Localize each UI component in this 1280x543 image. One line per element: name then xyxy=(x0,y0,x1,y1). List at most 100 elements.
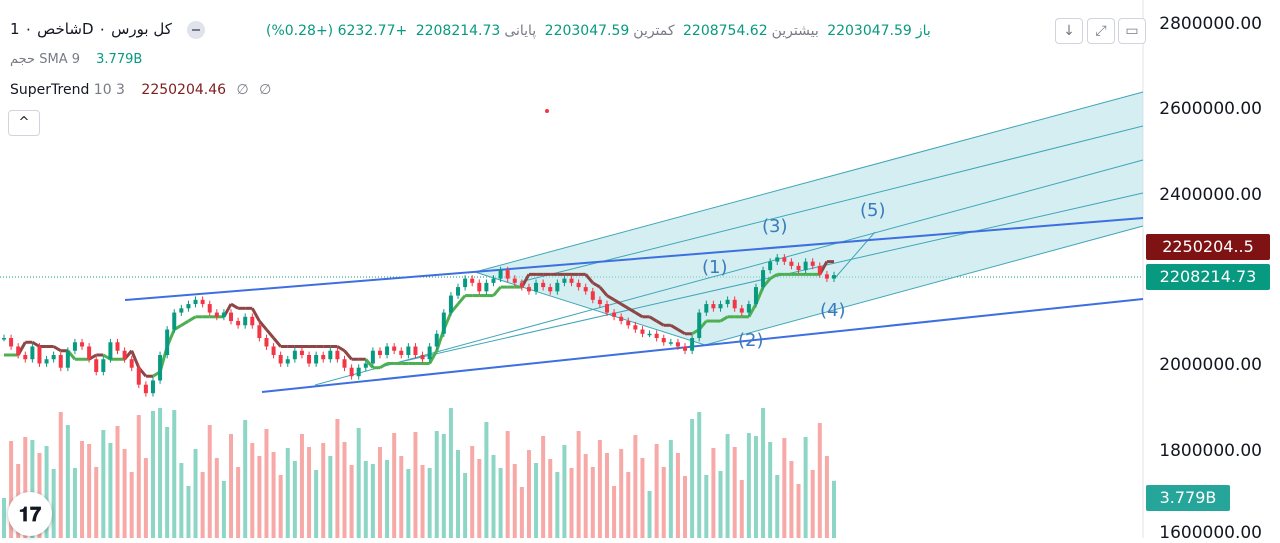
volume-bar xyxy=(576,431,581,538)
candle-body xyxy=(23,354,28,360)
supertrend-segment xyxy=(769,273,779,280)
candle-body xyxy=(803,261,808,271)
candle-body xyxy=(718,304,723,309)
supertrend-segment xyxy=(230,302,239,310)
supertrend-name: SuperTrend xyxy=(10,82,90,98)
volume-bar xyxy=(314,470,319,538)
volume-bar xyxy=(377,447,382,538)
candle-body xyxy=(257,325,262,339)
volume-bar xyxy=(264,429,269,538)
candle-body xyxy=(732,299,737,309)
pitchfork-upper-line xyxy=(474,91,1144,273)
candle-body xyxy=(626,321,631,326)
candle-body xyxy=(30,346,35,360)
candle-body xyxy=(72,342,77,351)
volume-bar xyxy=(505,431,510,538)
candle-body xyxy=(569,278,574,283)
marker-dot xyxy=(545,109,549,113)
volume-bar xyxy=(335,419,340,538)
candle-body xyxy=(236,321,241,326)
wave-label-4: (4) xyxy=(820,300,846,321)
volume-bar xyxy=(456,450,461,538)
minus-icon[interactable] xyxy=(186,20,205,39)
candle-body xyxy=(143,384,148,394)
volume-bar xyxy=(519,487,524,538)
y-tick-1600000: 1600000.00 xyxy=(1159,523,1262,543)
supertrend-segment xyxy=(592,281,601,289)
low-value: 2203047.59 xyxy=(544,23,630,39)
candle-body xyxy=(832,275,836,279)
y-tick-2000000: 2000000.00 xyxy=(1159,355,1262,375)
lower-trend-line xyxy=(261,298,1144,393)
volume-bars xyxy=(2,408,836,538)
candle-body xyxy=(335,350,340,360)
y-tick-2800000: 2800000.00 xyxy=(1159,14,1262,34)
candle-body xyxy=(768,261,773,271)
supertrend-segment xyxy=(598,286,609,297)
volume-bar xyxy=(775,475,780,538)
y-tick-2600000: 2600000.00 xyxy=(1159,99,1262,119)
supertrend-legend[interactable]: SuperTrend 10 3 2250204.46 ∅ ∅ xyxy=(10,82,271,98)
candle-body xyxy=(94,359,99,372)
volume-bar xyxy=(101,430,106,538)
ohlc-legend: باز2203047.59 بیشترین2208754.62 کمترین22… xyxy=(266,23,935,39)
candle-body xyxy=(541,282,546,288)
candle-body xyxy=(441,312,446,334)
candle-body xyxy=(824,274,829,279)
volume-bar xyxy=(633,435,638,538)
candle-body xyxy=(385,346,390,355)
candle-body xyxy=(413,346,418,355)
collapse-legend-button[interactable]: ^ xyxy=(8,110,40,136)
symbol-header[interactable]: شاخص ۰ 1D ۰ کل بورس xyxy=(10,20,205,39)
candle-body xyxy=(58,354,63,368)
restore-icon[interactable]: ▭ xyxy=(1118,18,1146,44)
candle-body xyxy=(456,287,461,296)
volume-bar xyxy=(87,444,92,538)
supertrend-segment xyxy=(606,294,615,302)
volume-bar xyxy=(427,468,432,538)
open-label: باز xyxy=(915,23,931,39)
supertrend-segment xyxy=(670,323,679,331)
candle-body xyxy=(193,299,198,305)
volume-bar xyxy=(718,471,723,538)
supertrend-segment xyxy=(747,303,758,318)
candle-body xyxy=(633,325,638,330)
volume-value: 3.779B xyxy=(96,52,143,67)
volume-bar xyxy=(328,456,333,538)
supertrend-segment xyxy=(719,315,729,323)
arrow-down-icon[interactable]: ↓ xyxy=(1055,18,1083,44)
volume-price-tag: 3.779B xyxy=(1146,485,1230,511)
pitchfork-base-line xyxy=(474,271,706,346)
last-price-tag: 2208214.73 xyxy=(1146,264,1270,290)
volume-bar xyxy=(129,472,134,538)
candle-body xyxy=(491,278,496,283)
volume-bar xyxy=(470,446,475,538)
volume-bar xyxy=(214,458,219,538)
supertrend-segment xyxy=(343,349,353,361)
volume-bar xyxy=(626,472,631,538)
candle-body xyxy=(817,265,822,275)
volume-bar xyxy=(108,443,113,538)
y-tick-1800000: 1800000.00 xyxy=(1159,441,1262,461)
fullscreen-icon[interactable]: ⤢ xyxy=(1087,18,1115,44)
candle-body xyxy=(172,312,177,330)
candle-body xyxy=(484,282,489,292)
candle-body xyxy=(250,316,255,326)
candle-body xyxy=(165,329,170,355)
candle-body xyxy=(349,367,354,377)
candle-body xyxy=(448,295,453,313)
tradingview-logo-icon[interactable]: 𝟏𝟕 xyxy=(8,492,52,536)
supertrend-segment xyxy=(52,345,62,353)
candle-body xyxy=(186,304,191,309)
candle-body xyxy=(512,278,517,283)
candle-body xyxy=(115,342,120,351)
supertrend-segment xyxy=(250,307,261,322)
supertrend-segment xyxy=(677,328,686,336)
volume-bar xyxy=(115,426,120,538)
candle-body xyxy=(810,261,815,266)
volume-bar xyxy=(30,440,35,538)
supertrend-params: 10 3 xyxy=(93,82,125,98)
volume-bar xyxy=(51,469,56,538)
volume-legend[interactable]: حجم SMA 9 3.779B xyxy=(10,52,142,67)
